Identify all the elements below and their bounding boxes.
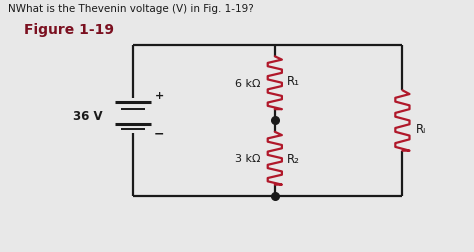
Text: R₂: R₂ [287,152,300,165]
Text: +: + [155,91,164,101]
Text: 3 kΩ: 3 kΩ [235,154,261,164]
Text: Rₗ: Rₗ [416,122,426,135]
Text: NWhat is the Thevenin voltage (V) in Fig. 1-19?: NWhat is the Thevenin voltage (V) in Fig… [8,5,254,14]
Text: 36 V: 36 V [73,110,102,122]
Text: −: − [154,127,164,140]
Text: Figure 1-19: Figure 1-19 [24,23,114,37]
Text: 6 kΩ: 6 kΩ [235,78,261,88]
Text: R₁: R₁ [287,74,300,87]
